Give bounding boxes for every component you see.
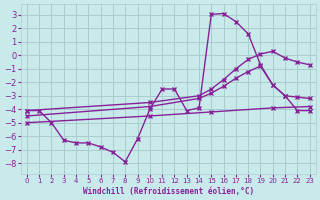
X-axis label: Windchill (Refroidissement éolien,°C): Windchill (Refroidissement éolien,°C) bbox=[83, 187, 254, 196]
